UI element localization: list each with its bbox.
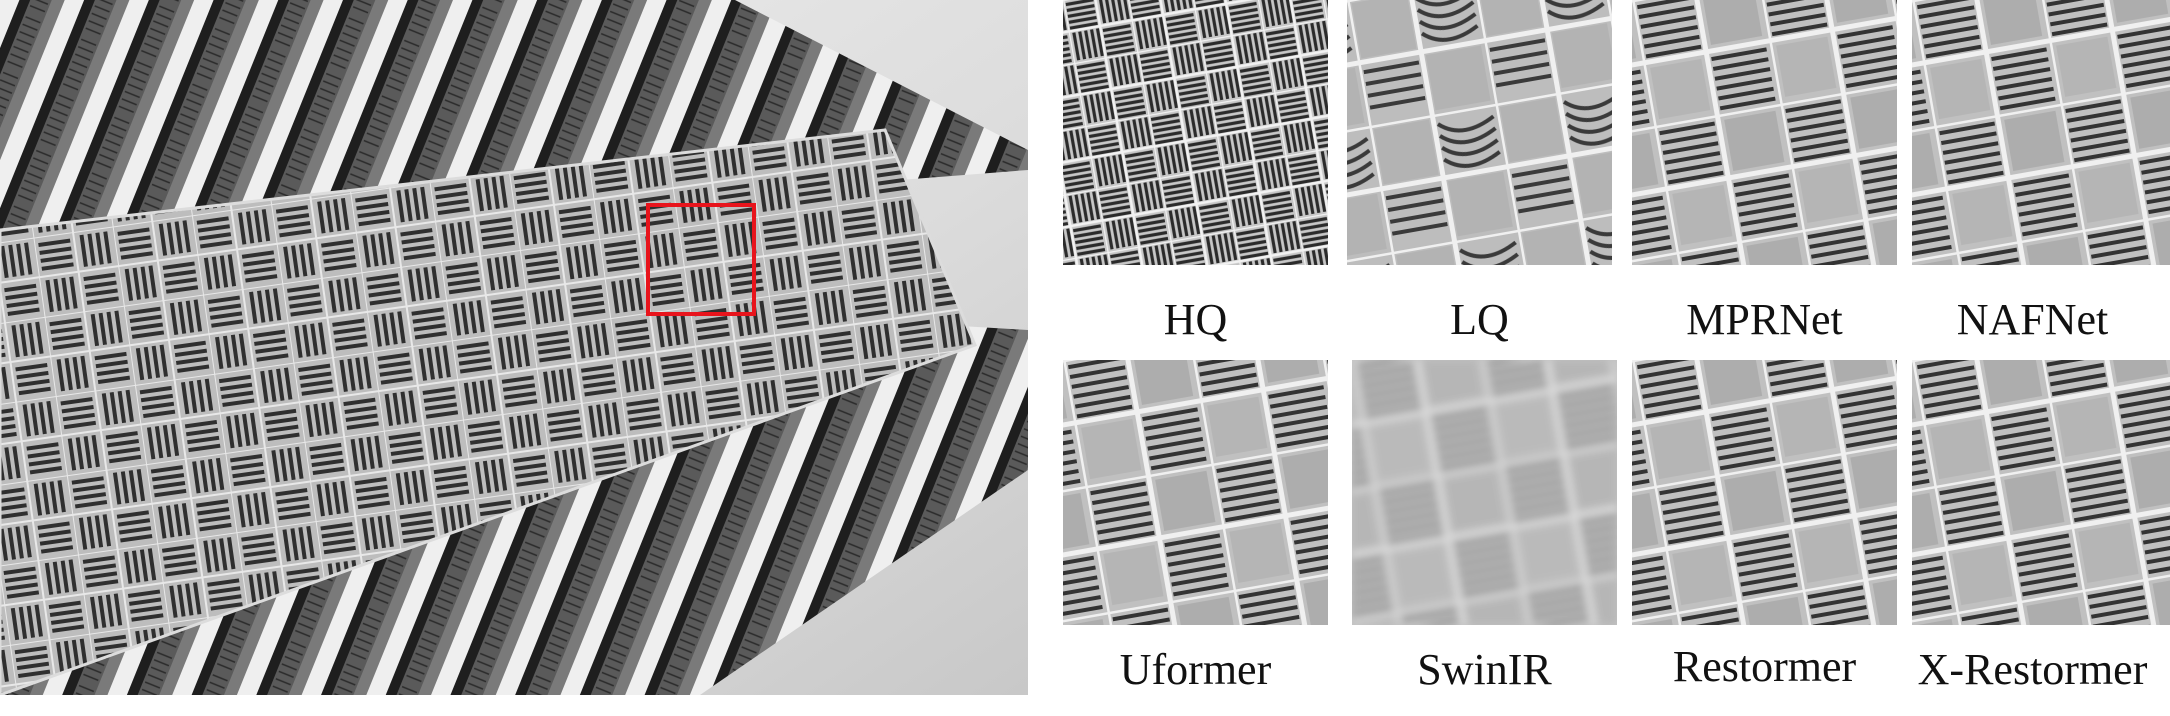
crop-hq <box>1063 0 1328 265</box>
crop-nafnet <box>1912 0 2170 265</box>
caption-uformer: Uformer <box>1119 645 1272 694</box>
main-building-photo <box>0 0 1028 695</box>
caption-lq: LQ <box>1450 295 1509 344</box>
crop-restormer <box>1632 360 1897 625</box>
crop-mprnet <box>1632 0 1897 265</box>
crop-x-restormer <box>1912 360 2170 625</box>
caption-mprnet: MPRNet <box>1686 295 1843 344</box>
caption-x-restormer: X-Restormer <box>1917 645 2148 694</box>
caption-hq: HQ <box>1163 295 1228 344</box>
highlight-box <box>646 203 756 316</box>
crop-swinir <box>1352 360 1617 625</box>
caption-swinir: SwinIR <box>1417 645 1552 694</box>
crop-lq <box>1347 0 1612 265</box>
caption-nafnet: NAFNet <box>1956 295 2109 344</box>
caption-restormer: Restormer <box>1672 642 1857 691</box>
crop-uformer <box>1063 360 1328 625</box>
